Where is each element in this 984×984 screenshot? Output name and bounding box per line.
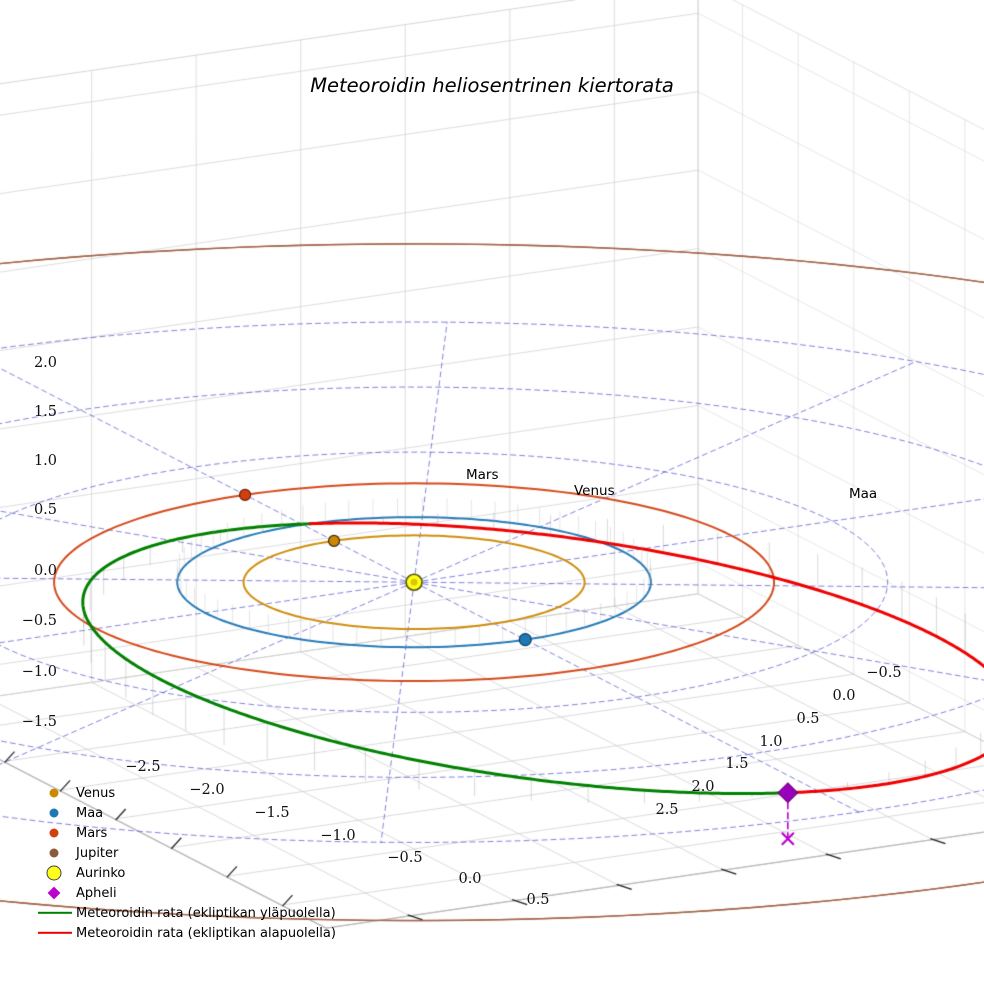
legend-item-maa[interactable]: Maa bbox=[32, 803, 352, 823]
x-axis-tick-1: −2.0 bbox=[189, 782, 225, 798]
mars-marker-icon bbox=[32, 823, 76, 843]
y-axis-tick-5: 2.0 bbox=[691, 779, 715, 795]
legend-label: Apheli bbox=[76, 885, 117, 901]
jupiter-marker-icon bbox=[32, 843, 76, 863]
y-axis-tick-6: 2.5 bbox=[655, 802, 679, 818]
legend-label: Aurinko bbox=[76, 865, 126, 881]
z-axis-tick-3: 0.5 bbox=[33, 502, 57, 518]
legend-item-jupiter[interactable]: Jupiter bbox=[32, 843, 352, 863]
red-orbit-line-icon bbox=[32, 923, 76, 943]
green-orbit-line-icon bbox=[32, 903, 76, 923]
legend-label: Maa bbox=[76, 805, 104, 821]
legend-item-apheli[interactable]: Apheli bbox=[32, 883, 352, 903]
legend-label: Mars bbox=[76, 825, 108, 841]
aphelion-marker-icon bbox=[32, 883, 76, 903]
y-axis-tick-4: 1.5 bbox=[725, 756, 749, 772]
earth-body-label: Maa bbox=[849, 486, 878, 502]
x-axis-tick-6: 0.5 bbox=[526, 892, 550, 908]
x-axis-tick-0: −2.5 bbox=[125, 759, 161, 775]
y-axis-tick-0: −0.5 bbox=[866, 665, 902, 681]
mars-body-label: Mars bbox=[466, 467, 499, 483]
legend-label: Meteoroidin rata (ekliptikan yläpuolella… bbox=[76, 905, 336, 921]
z-axis-tick-2: 1.0 bbox=[33, 453, 57, 469]
sun-marker-icon bbox=[32, 863, 76, 883]
legend-item-meteoroidin[interactable]: Meteoroidin rata (ekliptikan yläpuolella… bbox=[32, 903, 352, 923]
y-axis-tick-3: 1.0 bbox=[759, 734, 783, 750]
z-axis-tick-0: 2.0 bbox=[33, 355, 57, 371]
legend-label: Venus bbox=[76, 785, 116, 801]
legend-item-aurinko[interactable]: Aurinko bbox=[32, 863, 352, 883]
legend-item-mars[interactable]: Mars bbox=[32, 823, 352, 843]
earth-marker-icon bbox=[32, 803, 76, 823]
z-axis-tick-6: −1.0 bbox=[21, 664, 57, 680]
legend-item-venus[interactable]: Venus bbox=[32, 783, 352, 803]
page-title: Meteoroidin heliosentrinen kiertorata bbox=[310, 74, 674, 97]
y-axis-tick-2: 0.5 bbox=[796, 711, 820, 727]
legend: Venus Maa Mars Jupiter Aurinko Apheli Meteoroi… bbox=[32, 783, 352, 943]
x-axis-tick-5: 0.0 bbox=[458, 871, 482, 887]
x-axis-tick-3: −1.0 bbox=[320, 828, 356, 844]
legend-item-meteoroidin[interactable]: Meteoroidin rata (ekliptikan alapuolella… bbox=[32, 923, 352, 943]
z-axis-tick-7: −1.5 bbox=[21, 714, 57, 730]
legend-label: Meteoroidin rata (ekliptikan alapuolella… bbox=[76, 925, 336, 941]
z-axis-tick-1: 1.5 bbox=[33, 404, 57, 420]
x-axis-tick-2: −1.5 bbox=[254, 805, 290, 821]
x-axis-tick-4: −0.5 bbox=[387, 850, 423, 866]
legend-label: Jupiter bbox=[76, 845, 119, 861]
z-axis-tick-4: 0.0 bbox=[33, 563, 57, 579]
y-axis-tick-1: 0.0 bbox=[832, 688, 856, 704]
z-axis-tick-5: −0.5 bbox=[21, 613, 57, 629]
venus-body-label: Venus bbox=[574, 483, 615, 499]
venus-marker-icon bbox=[32, 783, 76, 803]
